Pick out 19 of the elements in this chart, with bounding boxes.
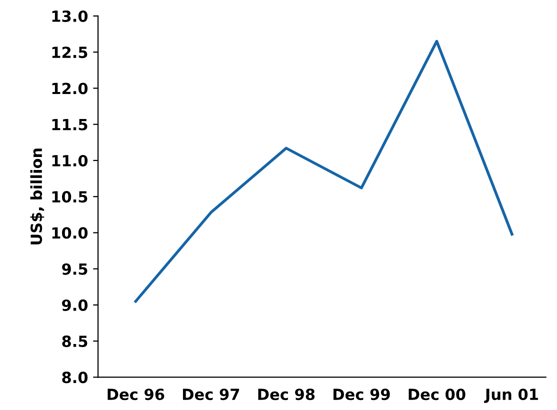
x-tick-label: Dec 00 [408, 388, 466, 400]
y-tick-label: 10.5 [52, 191, 88, 203]
y-tick-label: 8.5 [62, 336, 88, 348]
x-tick-label: Dec 97 [182, 388, 240, 400]
x-tick-label: Dec 98 [258, 388, 315, 400]
y-tick-label: 11.0 [52, 154, 88, 166]
y-tick-label: 13.0 [52, 10, 88, 22]
y-tick-label: 12.5 [52, 46, 88, 58]
x-tick-label: Dec 96 [108, 388, 164, 400]
y-tick-label: 12.0 [52, 82, 88, 94]
x-tick-label: Dec 99 [334, 388, 390, 400]
y-tick-label: 8.0 [62, 372, 88, 384]
y-tick-label: 9.5 [62, 263, 88, 275]
y-axis-title: US$, billion [30, 148, 44, 244]
line-series [134, 40, 514, 303]
x-tick-label: Jun 01 [484, 388, 538, 403]
y-tick-label: 9.0 [62, 299, 88, 311]
y-tick-label: 11.5 [52, 119, 88, 130]
y-tick-label: 10.0 [52, 227, 88, 239]
